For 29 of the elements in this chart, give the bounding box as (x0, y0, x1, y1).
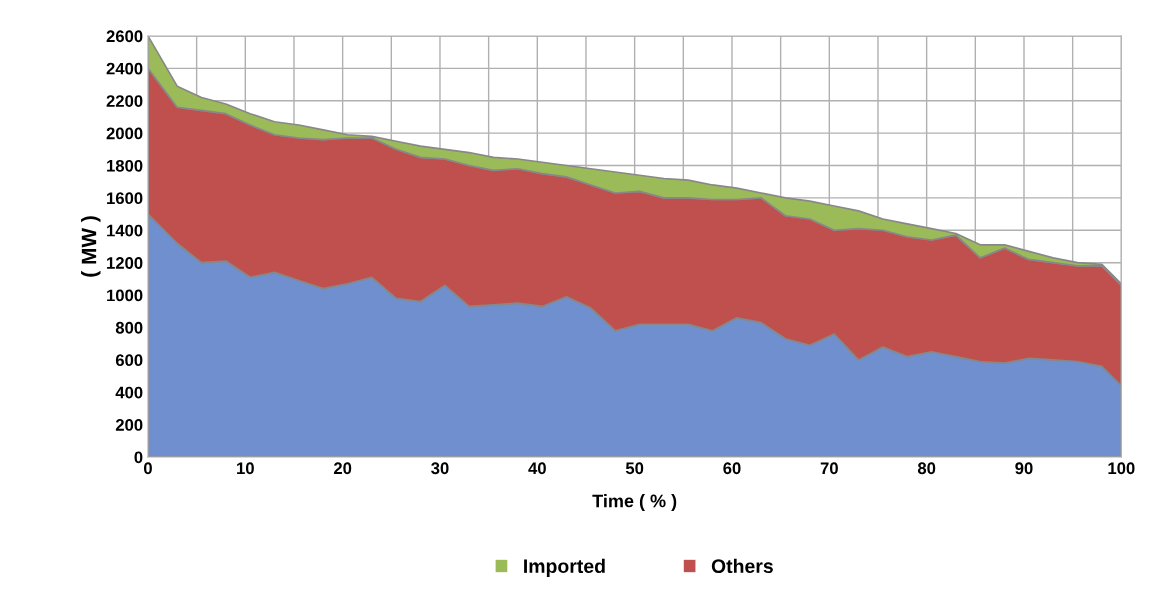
x-tick-label: 20 (333, 462, 352, 475)
x-tick-label: 50 (625, 462, 644, 475)
y-tick-label: 200 (115, 419, 143, 431)
y-tick-label: 0 (134, 451, 143, 464)
y-axis-title: ( MW ) (81, 216, 101, 277)
x-tick-label: 10 (237, 462, 254, 475)
y-tick-label: 600 (115, 354, 143, 367)
x-tick-label: 30 (431, 462, 449, 475)
x-tick-label: 100 (1108, 462, 1135, 475)
x-axis-title: Time ( % ) (592, 494, 677, 511)
legend-label: Imported (524, 558, 605, 577)
x-tick-label: 60 (723, 462, 741, 475)
y-tick-label: 2400 (106, 62, 143, 75)
x-tick-label: 40 (528, 462, 546, 475)
x-tick-label: 90 (1015, 462, 1033, 475)
y-tick-label: 1200 (107, 257, 143, 269)
x-tick-label: 70 (820, 462, 838, 475)
y-tick-label: 2200 (106, 95, 143, 107)
y-tick-label: 1000 (107, 289, 143, 302)
y-tick-label: 1800 (107, 159, 143, 172)
x-tick-label: 0 (143, 462, 152, 475)
y-tick-label: 2000 (106, 127, 143, 140)
y-tick-label: 1400 (107, 224, 143, 237)
legend-label: Others (711, 558, 773, 574)
x-tick-label: 80 (917, 462, 936, 475)
y-tick-label: 2600 (106, 30, 143, 43)
y-tick-label: 1600 (107, 192, 143, 205)
y-tick-label: 800 (115, 321, 143, 334)
y-tick-label: 400 (115, 386, 143, 399)
